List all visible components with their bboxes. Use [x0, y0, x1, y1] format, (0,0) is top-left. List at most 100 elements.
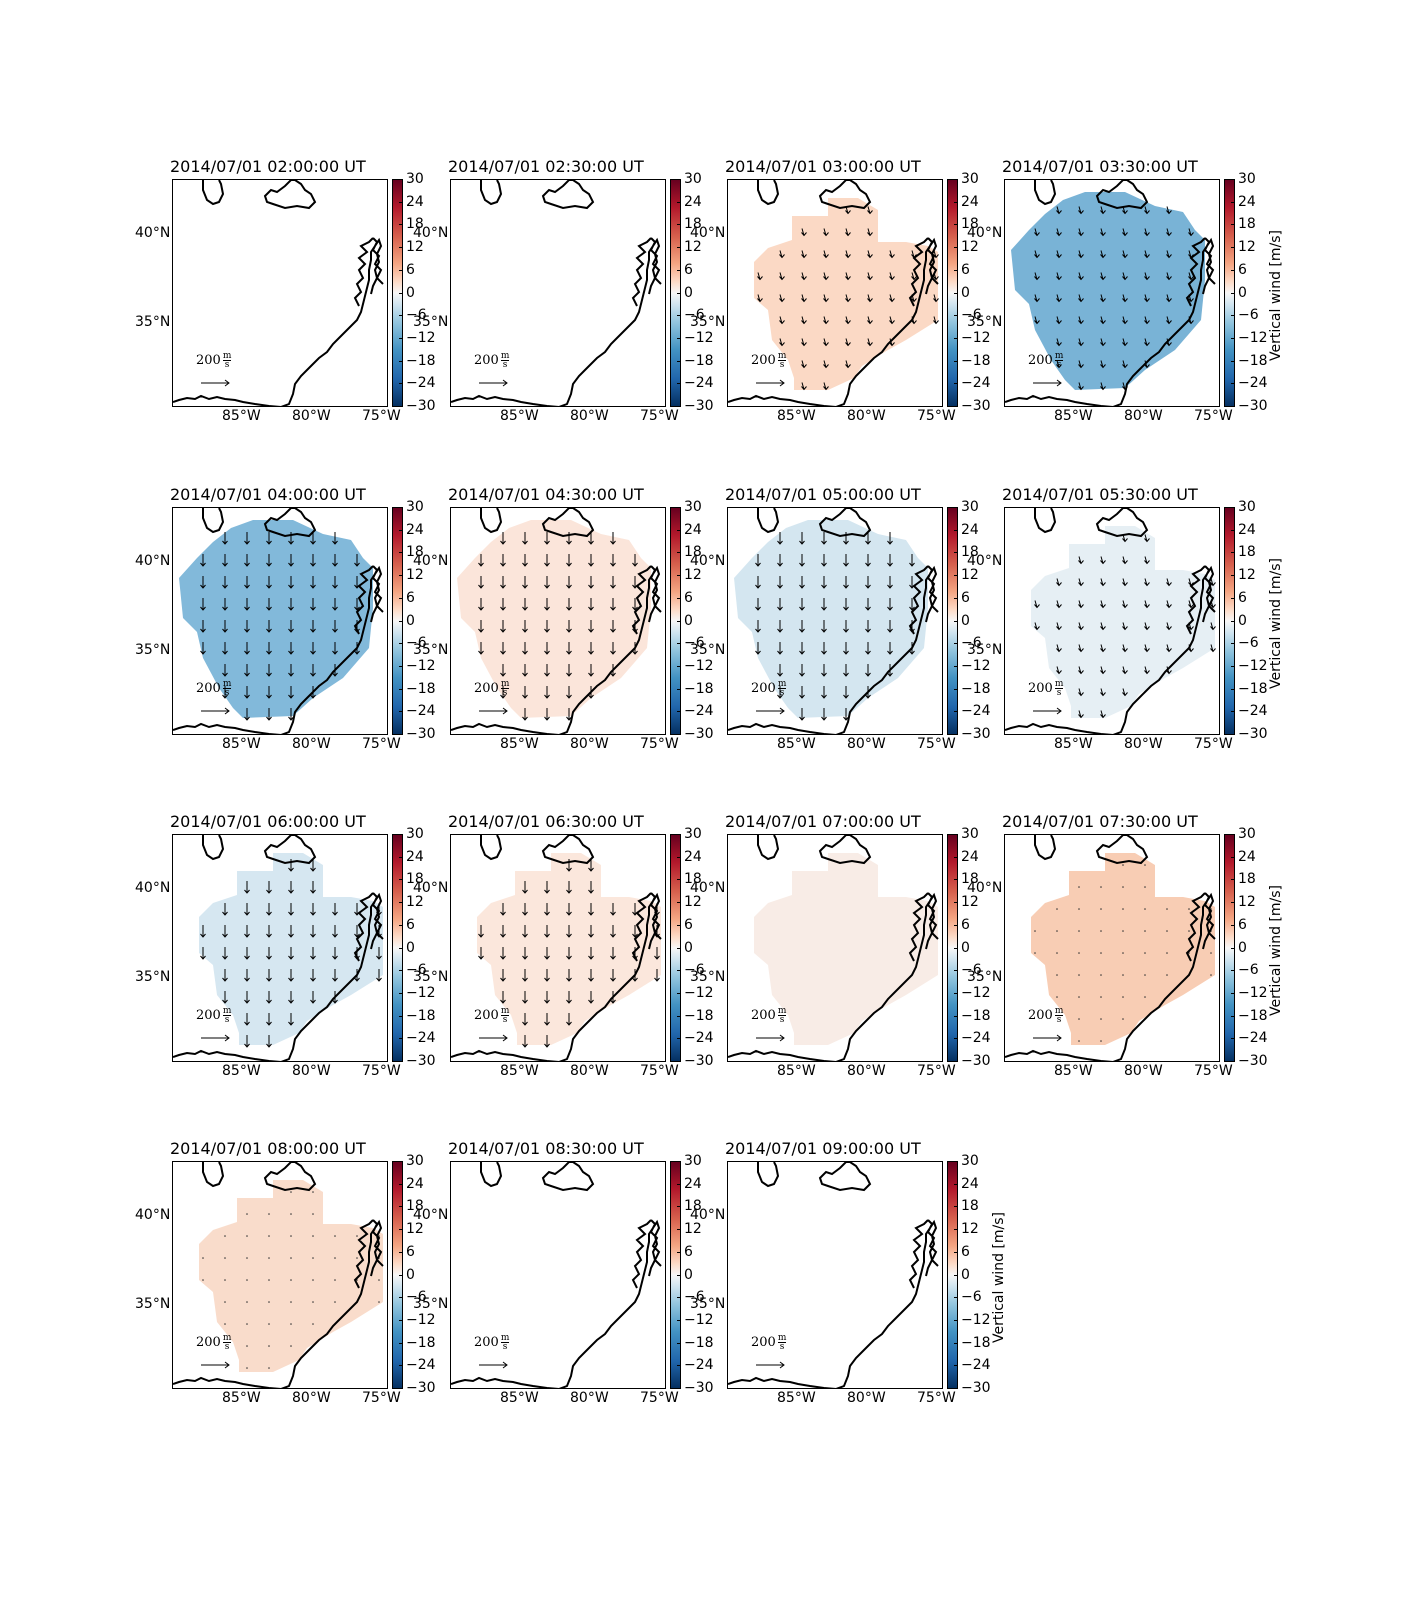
- colorbar-tick-label: −24: [961, 703, 991, 720]
- colorbar-tick-mark: [677, 879, 681, 881]
- colorbar-tick-label: −12: [1238, 329, 1268, 346]
- wind-arrow: [610, 576, 616, 589]
- wind-arrow: [799, 598, 805, 611]
- wind-arrow: [1056, 644, 1062, 653]
- colorbar-tick-label: −18: [1238, 680, 1268, 697]
- longitude-tick-label: 80°W: [847, 1390, 886, 1406]
- coastline: [728, 1219, 939, 1388]
- wind-arrow: [200, 925, 206, 938]
- colorbar-tick-mark: [399, 360, 403, 362]
- wind-arrow: [354, 554, 360, 567]
- latitude-tick-label: 40°N: [413, 880, 449, 896]
- colorbar-tick-label: −12: [961, 1311, 991, 1328]
- wind-arrow: [1034, 272, 1040, 281]
- colorbar-tick-label: 12: [406, 239, 424, 256]
- reference-arrow: [479, 1361, 508, 1369]
- colorbar-tick-label: −6: [961, 962, 982, 979]
- latitude-tick-label: 35°N: [690, 314, 726, 330]
- wind-arrow: [310, 859, 316, 872]
- latitude-tick-label: 40°N: [413, 553, 449, 569]
- colorbar-tick-mark: [399, 1015, 403, 1017]
- wind-arrow: [310, 947, 316, 960]
- colorbar-tick-label: 18: [406, 216, 424, 233]
- wind-arrow: [522, 642, 528, 655]
- wind-arrow: [1056, 622, 1062, 631]
- colorbar-tick-label: 12: [684, 1221, 702, 1238]
- wind-arrow: [244, 532, 250, 545]
- wind-arrow: [1034, 930, 1036, 932]
- wind-arrow: [566, 903, 572, 916]
- colorbar-tick-label: 24: [684, 1175, 702, 1192]
- wind-arrow: [1144, 272, 1150, 281]
- reference-arrow-label: 200 m s: [1028, 352, 1064, 370]
- colorbar-tick-label: 0: [406, 612, 415, 629]
- unit-numerator: m: [500, 1006, 510, 1016]
- wind-arrow: [202, 1279, 204, 1281]
- unit-denominator: s: [224, 1342, 230, 1352]
- colorbar-tick-mark: [1231, 552, 1235, 554]
- panel-title: 2014/07/01 03:30:00 UT: [1002, 157, 1198, 176]
- wind-arrow: [610, 598, 616, 611]
- colorbar-tick-mark: [399, 970, 403, 972]
- wind-arrow: [478, 576, 484, 589]
- colorbar-tick-mark: [1231, 597, 1235, 599]
- longitude-tick-label: 80°W: [847, 408, 886, 424]
- colorbar-tick-mark: [399, 1061, 403, 1062]
- wind-arrow: [288, 598, 294, 611]
- wind-arrow: [1034, 622, 1040, 631]
- wind-arrow: [1144, 578, 1150, 587]
- wind-arrow: [1100, 666, 1106, 675]
- colorbar-tick-label: −6: [684, 307, 705, 324]
- wind-arrow: [823, 294, 829, 303]
- wind-arrow: [1122, 996, 1124, 998]
- longitude-tick-label: 80°W: [1124, 408, 1163, 424]
- map-panel: [172, 1161, 388, 1389]
- wind-arrow: [222, 664, 228, 677]
- wind-arrow: [1078, 556, 1084, 565]
- wind-arrow: [1056, 600, 1062, 609]
- wind-arrow: [821, 576, 827, 589]
- wind-arrow: [1100, 622, 1106, 631]
- wind-arrow: [843, 642, 849, 655]
- colorbar-tick-label: 30: [684, 171, 702, 187]
- wind-arrow: [1034, 294, 1040, 303]
- wind-arrow: [288, 576, 294, 589]
- great-lake-outline: [757, 835, 780, 861]
- wind-arrow: [224, 1279, 226, 1281]
- colorbar-tick-mark: [399, 992, 403, 994]
- unit-denominator: s: [224, 688, 230, 698]
- colorbar-tick-label: −12: [684, 657, 714, 674]
- unit-denominator: s: [1056, 688, 1062, 698]
- wind-arrow: [544, 642, 550, 655]
- colorbar-tick-mark: [677, 224, 681, 226]
- wind-arrow: [244, 554, 250, 567]
- map-canvas: [451, 835, 662, 1061]
- panel-title: 2014/07/01 08:30:00 UT: [448, 1139, 644, 1158]
- wind-arrow: [1078, 930, 1080, 932]
- colorbar-tick-mark: [677, 552, 681, 554]
- wind-arrow: [266, 969, 272, 982]
- colorbar-tick-label: 0: [961, 1266, 970, 1283]
- colorbar-tick-label: −6: [684, 635, 705, 652]
- reference-arrow-value: 200: [196, 353, 221, 368]
- wind-arrow: [1122, 360, 1128, 369]
- map-canvas: [728, 180, 939, 406]
- wind-arrow: [244, 620, 250, 633]
- colorbar-tick-label: 6: [961, 589, 970, 606]
- wind-arrow: [610, 969, 616, 982]
- wind-arrow: [1078, 360, 1084, 369]
- wind-arrow: [268, 1367, 270, 1369]
- wind-arrow: [522, 620, 528, 633]
- wind-arrow-field: [755, 532, 915, 721]
- colorbar-tick-mark: [954, 529, 958, 531]
- panel-title: 2014/07/01 05:30:00 UT: [1002, 485, 1198, 504]
- wind-arrow: [522, 947, 528, 960]
- vertical-wind-patch: [199, 1180, 383, 1372]
- reference-arrow-label: 200 m s: [751, 352, 787, 370]
- wind-arrow: [632, 925, 638, 938]
- wind-arrow: [1144, 228, 1150, 237]
- wind-arrow: [777, 598, 783, 611]
- colorbar-label: Vertical wind [m/s]: [1268, 230, 1284, 361]
- wind-arrow: [244, 576, 250, 589]
